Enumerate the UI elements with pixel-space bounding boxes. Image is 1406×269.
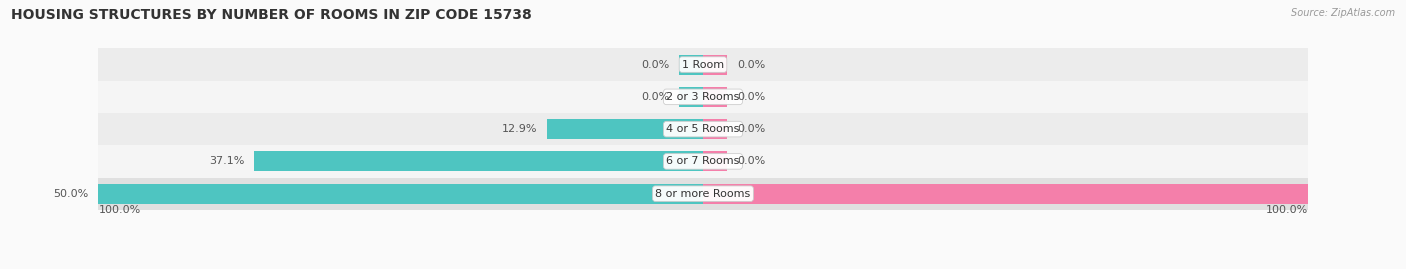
Text: 0.0%: 0.0%	[737, 124, 765, 134]
Bar	[98, 113, 1308, 145]
Text: 0.0%: 0.0%	[641, 92, 669, 102]
Text: 8 or more Rooms: 8 or more Rooms	[655, 189, 751, 199]
Bar	[98, 81, 1308, 113]
Text: 37.1%: 37.1%	[209, 156, 245, 167]
Bar	[98, 48, 1308, 81]
Bar	[98, 184, 703, 204]
Text: 4 or 5 Rooms: 4 or 5 Rooms	[666, 124, 740, 134]
Text: 0.0%: 0.0%	[737, 156, 765, 167]
Bar	[254, 151, 703, 171]
Text: 12.9%: 12.9%	[502, 124, 537, 134]
Bar	[98, 178, 1308, 210]
Text: 100.0%: 100.0%	[98, 206, 141, 215]
Text: 50.0%: 50.0%	[53, 189, 89, 199]
Bar	[547, 119, 703, 139]
Text: 0.0%: 0.0%	[641, 59, 669, 70]
Bar	[703, 184, 1406, 204]
Bar	[703, 151, 727, 171]
Text: 2 or 3 Rooms: 2 or 3 Rooms	[666, 92, 740, 102]
Bar	[703, 87, 727, 107]
Bar	[679, 87, 703, 107]
Text: 100.0%: 100.0%	[1265, 206, 1308, 215]
Bar	[98, 145, 1308, 178]
Bar	[703, 119, 727, 139]
Text: 0.0%: 0.0%	[737, 92, 765, 102]
Text: Source: ZipAtlas.com: Source: ZipAtlas.com	[1291, 8, 1395, 18]
Text: HOUSING STRUCTURES BY NUMBER OF ROOMS IN ZIP CODE 15738: HOUSING STRUCTURES BY NUMBER OF ROOMS IN…	[11, 8, 531, 22]
Bar	[679, 55, 703, 75]
Text: 1 Room: 1 Room	[682, 59, 724, 70]
Bar	[703, 55, 727, 75]
Text: 6 or 7 Rooms: 6 or 7 Rooms	[666, 156, 740, 167]
Text: 0.0%: 0.0%	[737, 59, 765, 70]
